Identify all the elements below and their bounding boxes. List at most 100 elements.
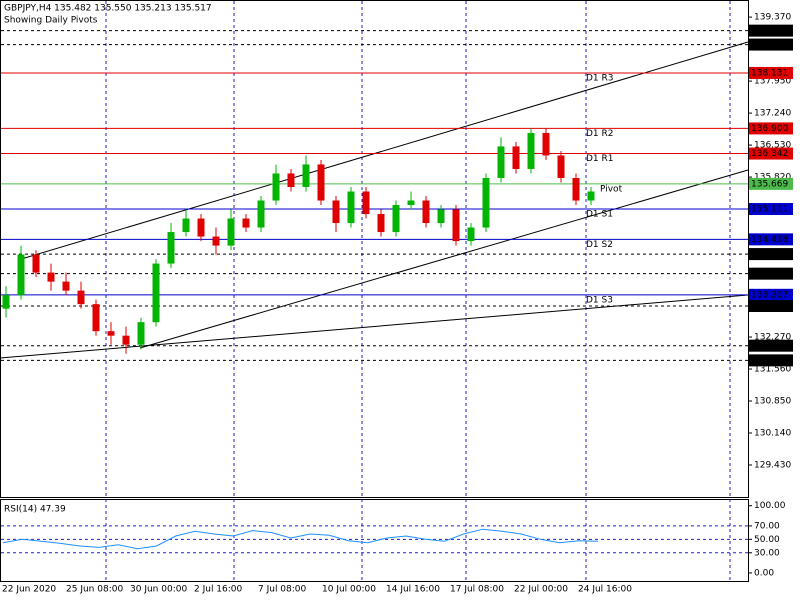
- level-label: 132.078: [751, 341, 788, 351]
- candle-body: [482, 177, 490, 228]
- y-tick-label: 50.00: [754, 535, 780, 545]
- candle-body: [437, 209, 445, 224]
- y-tick-label: 135.820: [754, 173, 791, 183]
- y-tick-label: 136.530: [754, 141, 791, 151]
- level-label-box: [749, 147, 793, 160]
- x-tick-label: 10 Jul 00:00: [322, 585, 376, 595]
- x-tick-label: 30 Jun 00:00: [130, 585, 187, 595]
- candle-body: [527, 132, 535, 169]
- level-label: 138.131: [751, 68, 788, 78]
- level-name: D1 R3: [586, 73, 614, 83]
- level-label: 139.070: [751, 26, 788, 36]
- x-tick-label: 7 Jul 08:00: [258, 585, 307, 595]
- chart-subtitle: Showing Daily Pivots: [4, 16, 98, 26]
- level-label-box: [749, 203, 793, 216]
- level-label: 134.111: [751, 250, 788, 260]
- y-tick-label: 137.950: [754, 77, 791, 87]
- y-tick-label: 130.850: [754, 397, 791, 407]
- level-label-box: [749, 288, 793, 301]
- level-label-box: [749, 24, 793, 37]
- level-label-box: [749, 122, 793, 135]
- candle-body: [272, 173, 280, 201]
- rsi-line: [2, 528, 599, 550]
- level-label-box: [749, 66, 793, 79]
- y-tick-label: 131.560: [754, 365, 791, 375]
- level-name: D1 S2: [586, 240, 613, 250]
- level-label: 136.342: [751, 149, 788, 159]
- level-label-box: [749, 354, 793, 367]
- candle-body: [242, 218, 250, 228]
- level-label-box: [749, 339, 793, 352]
- level-label-box: [749, 233, 793, 246]
- vertical-grid: [105, 1, 731, 581]
- y-tick-label: 30.00: [754, 548, 780, 558]
- x-tick-label: 14 Jul 16:00: [386, 585, 440, 595]
- candle-body: [347, 191, 355, 224]
- candle-body: [572, 177, 580, 201]
- level-name: Pivot: [600, 184, 623, 194]
- candle-body: [2, 295, 10, 309]
- level-name: D1 R1: [586, 154, 614, 164]
- level-label: 134.438: [751, 235, 788, 245]
- candle-body: [497, 146, 505, 178]
- level-name: D1 R2: [586, 129, 614, 139]
- level-label: 135.111: [751, 205, 788, 215]
- y-tick-label: 0.00: [754, 568, 774, 578]
- y-tick-label: 137.240: [754, 109, 791, 119]
- candle-body: [197, 218, 205, 237]
- x-tick-label: 24 Jul 16:00: [578, 585, 632, 595]
- candle-body: [287, 173, 295, 187]
- y-tick-label: 70.00: [754, 521, 780, 531]
- candle-body: [182, 218, 190, 233]
- candle-body: [392, 205, 400, 233]
- level-label-box: [749, 248, 793, 261]
- y-tick-label: 130.140: [754, 429, 791, 439]
- candle-body: [257, 200, 265, 228]
- candle-body: [542, 132, 550, 156]
- rsi-panel: [0, 499, 749, 582]
- candle-body: [47, 272, 55, 282]
- level-label-box: [749, 177, 793, 190]
- candle-body: [167, 232, 175, 264]
- x-tick-label: 2 Jul 16:00: [194, 585, 243, 595]
- candle-body: [32, 254, 40, 273]
- y-tick-label: 129.430: [754, 461, 791, 471]
- x-tick-label: 25 Jun 08:00: [66, 585, 123, 595]
- level-label-box: [749, 267, 793, 280]
- candle-body: [137, 322, 145, 345]
- y-tick-label: 132.270: [754, 333, 791, 343]
- candle-body: [107, 331, 115, 336]
- candle-body: [62, 281, 70, 291]
- candle-body: [377, 214, 385, 233]
- level-label-box: [749, 38, 793, 51]
- level-label: 135.669: [751, 179, 788, 189]
- level-label: 131.752: [751, 356, 788, 366]
- x-tick-label: 17 Jul 08:00: [450, 585, 504, 595]
- x-tick-label: 22 Jul 00:00: [514, 585, 568, 595]
- level-label: 133.677: [751, 269, 788, 279]
- candle-body: [317, 164, 325, 201]
- candle-body: [362, 191, 370, 215]
- candle-body: [512, 146, 520, 169]
- rsi-title: RSI(14) 47.39: [4, 505, 66, 515]
- candle-body: [17, 254, 25, 296]
- level-label: 132.959: [751, 301, 788, 311]
- candle-body: [332, 200, 340, 224]
- level-name: D1 S1: [586, 210, 613, 220]
- level-label: 133.207: [751, 290, 788, 300]
- x-tick-label: 22 Jun 2020: [2, 585, 56, 595]
- chart-title: GBPJPY,H4 135.482 135.550 135.213 135.51…: [4, 4, 212, 14]
- level-label: 136.900: [751, 124, 788, 134]
- candle-body: [92, 304, 100, 332]
- main-panel: [0, 0, 749, 498]
- trend-lines: [0, 41, 749, 359]
- candle-body: [77, 290, 85, 305]
- level-label: 138.761: [751, 40, 788, 50]
- candle-body: [212, 236, 220, 246]
- y-tick-label: 139.370: [754, 13, 791, 23]
- level-label-box: [749, 299, 793, 312]
- candle-body: [122, 335, 130, 345]
- y-tick-label: 100.00: [754, 501, 786, 511]
- candle-body: [422, 200, 430, 224]
